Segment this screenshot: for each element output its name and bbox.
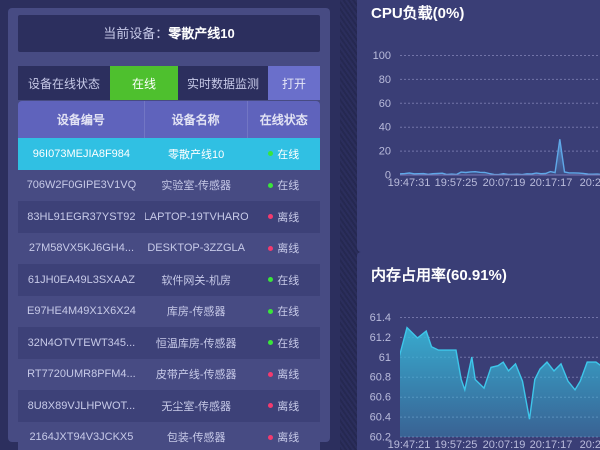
svg-text:60.4: 60.4 [370, 412, 391, 424]
svg-text:100: 100 [373, 50, 391, 62]
svg-text:19:47:21: 19:47:21 [388, 439, 431, 450]
svg-text:20:17:17: 20:17:17 [530, 439, 573, 450]
svg-text:61.4: 61.4 [370, 312, 391, 324]
svg-text:19:47:31: 19:47:31 [388, 177, 431, 189]
svg-text:20:07:19: 20:07:19 [483, 439, 526, 450]
svg-text:60.8: 60.8 [370, 372, 391, 384]
svg-text:60: 60 [379, 98, 391, 110]
svg-text:60.6: 60.6 [370, 392, 391, 404]
svg-text:19:57:25: 19:57:25 [435, 439, 478, 450]
svg-text:20:27:1: 20:27:1 [580, 439, 600, 450]
svg-text:20:17:17: 20:17:17 [530, 177, 573, 189]
svg-text:40: 40 [379, 122, 391, 134]
svg-text:80: 80 [379, 74, 391, 86]
svg-text:20:07:19: 20:07:19 [483, 177, 526, 189]
svg-text:20:27:1: 20:27:1 [580, 177, 600, 189]
svg-text:61: 61 [379, 352, 391, 364]
svg-text:61.2: 61.2 [370, 332, 391, 344]
svg-text:20: 20 [379, 146, 391, 158]
svg-text:19:57:25: 19:57:25 [435, 177, 478, 189]
